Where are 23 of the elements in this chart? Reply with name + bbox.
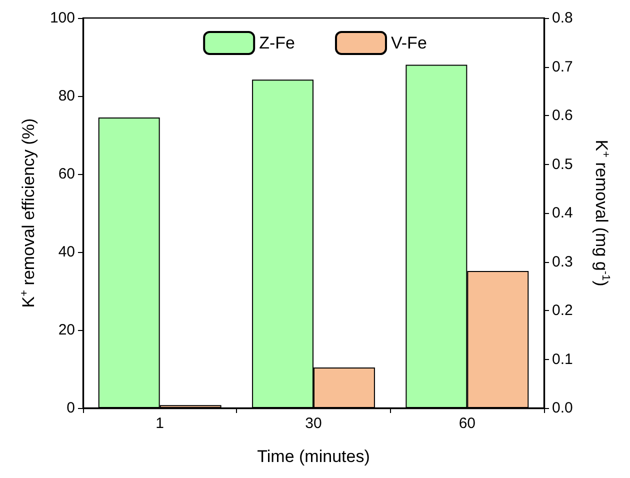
y-tick-label: 100 — [50, 10, 75, 26]
y-tick-label: 60 — [58, 166, 75, 182]
y-tick-label: 40 — [58, 244, 75, 260]
legend-label: Z-Fe — [259, 34, 295, 52]
y2-tick-label: 0.2 — [552, 302, 573, 319]
y2-tick-label: 0.4 — [552, 204, 573, 222]
y-tick-label: 80 — [58, 88, 75, 104]
x-axis-title: Time (minutes) — [257, 447, 370, 466]
y2-tick-label: 0.5 — [552, 156, 573, 173]
y2-tick-label: 0.7 — [552, 58, 573, 76]
y2-tick-label: 0.3 — [552, 253, 573, 270]
x-tick-label: 60 — [458, 415, 476, 432]
x-tick-label: 30 — [305, 415, 322, 432]
y-tick-label: 20 — [58, 322, 75, 338]
legend-label: V-Fe — [390, 34, 427, 52]
y2-tick-label: 0.6 — [552, 107, 573, 124]
y2-tick-label: 0.1 — [552, 350, 573, 368]
y-tick-label: 0 — [66, 400, 75, 416]
y2-axis-title: K+ removal (mg g-1) — [592, 140, 612, 286]
x-tick-label: 1 — [156, 415, 164, 432]
y-axis-title: K+ removal efficiency (%) — [18, 118, 38, 308]
y2-tick-label: 0.8 — [552, 10, 573, 26]
y2-tick-label: 0.0 — [552, 400, 573, 416]
